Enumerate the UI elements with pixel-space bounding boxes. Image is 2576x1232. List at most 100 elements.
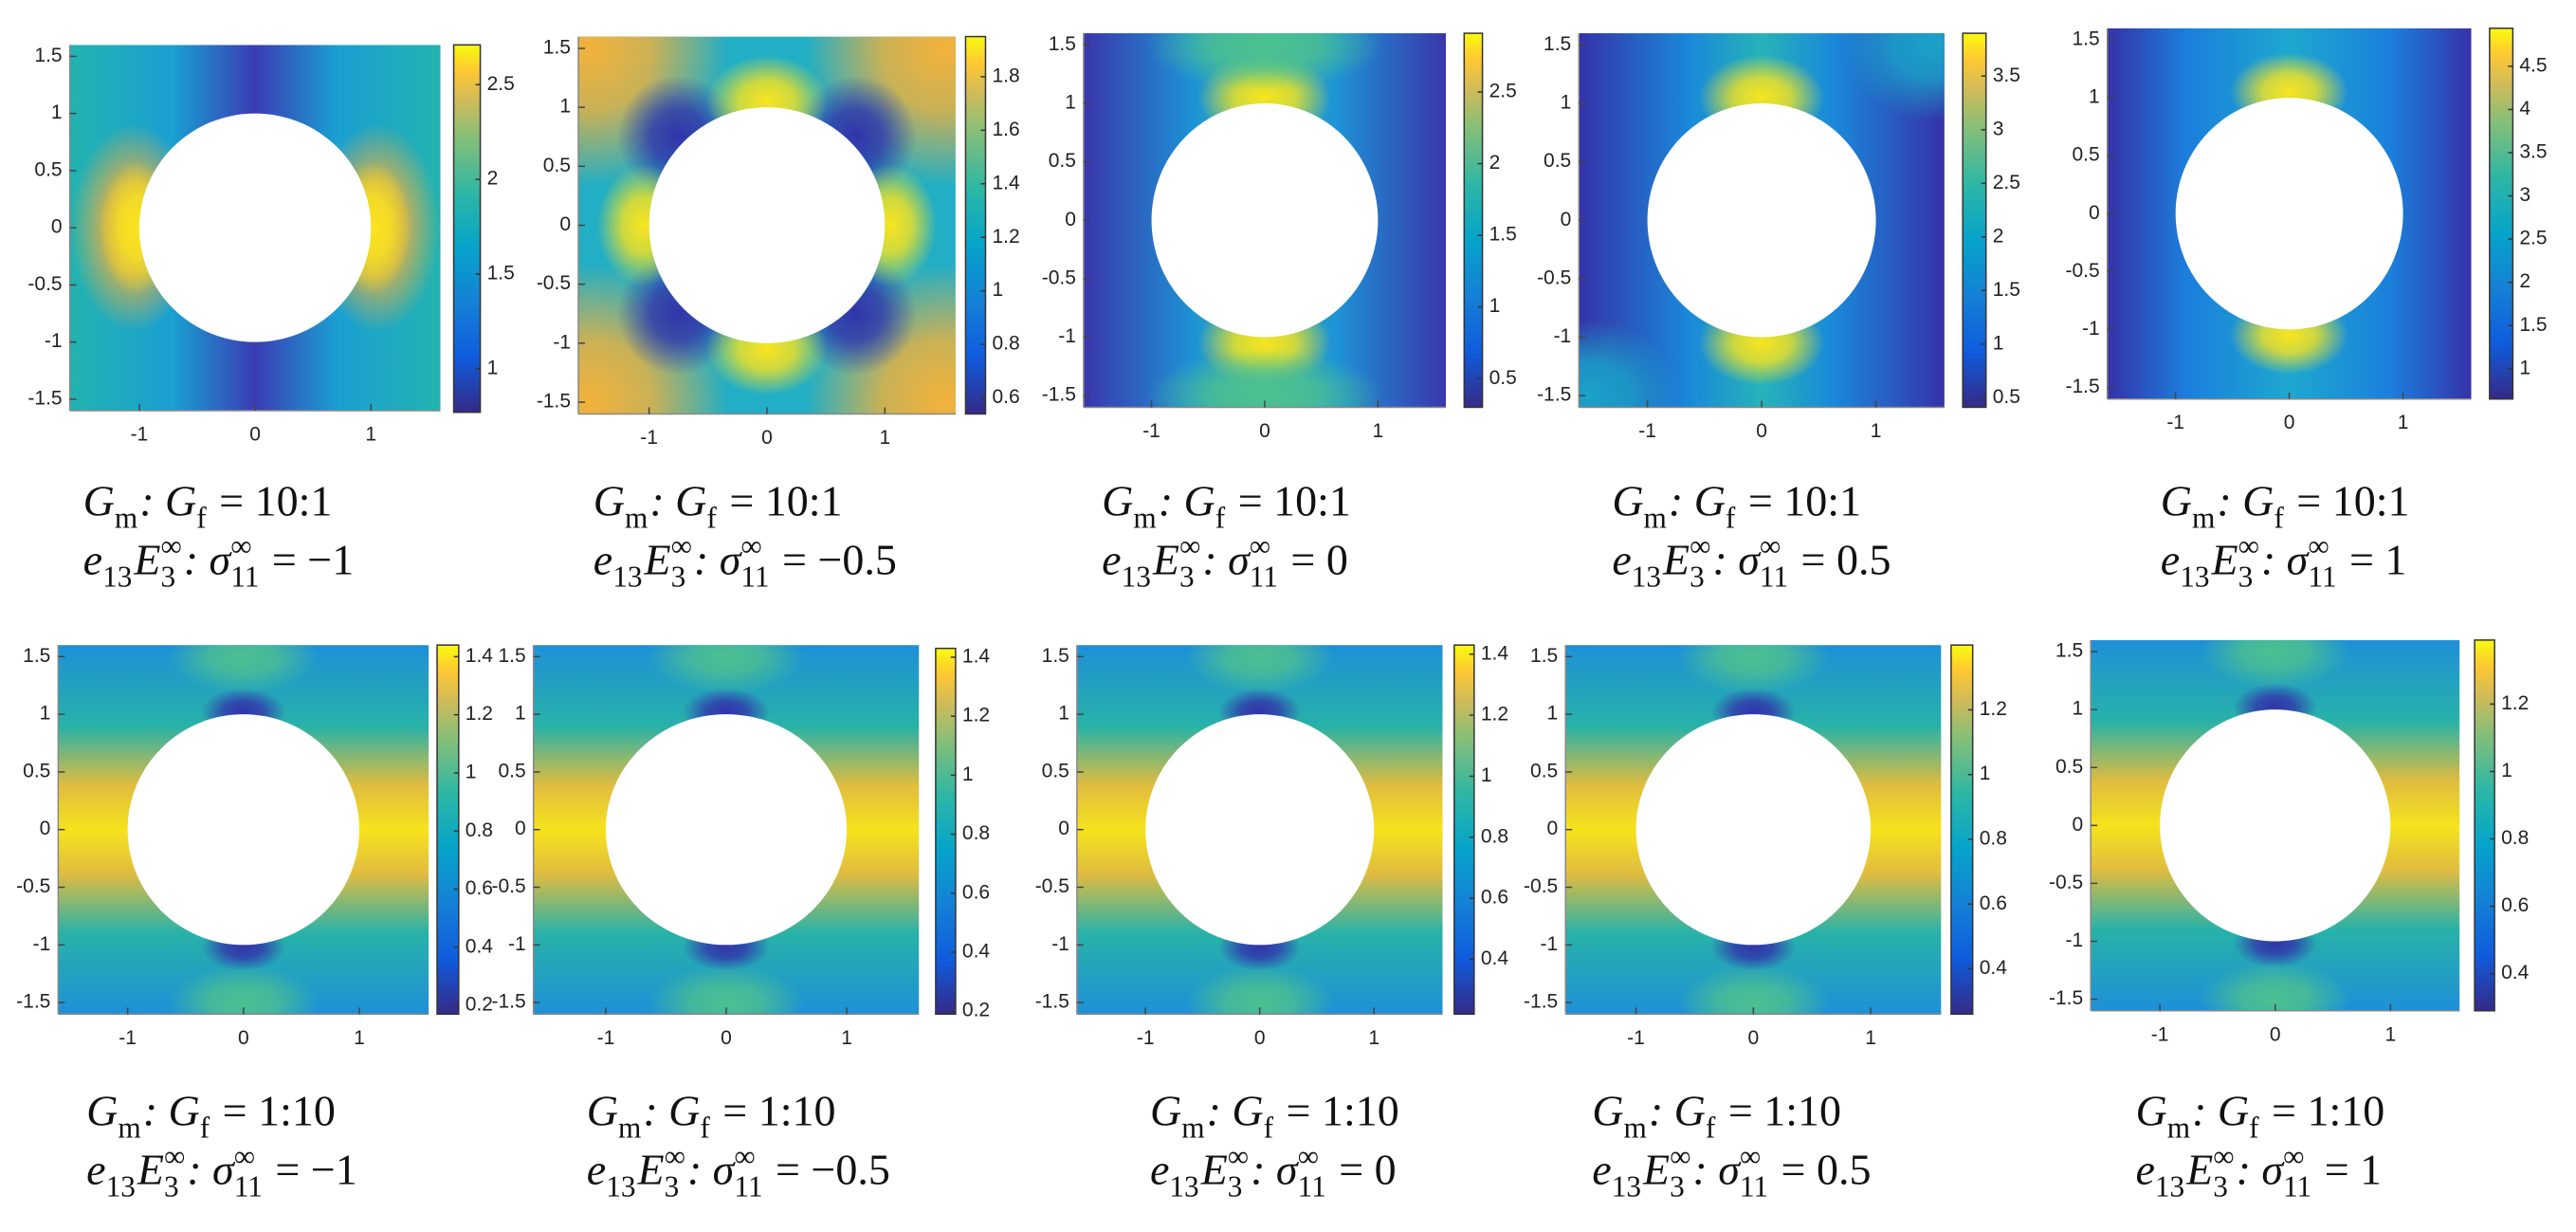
- caption-subscript: m: [1181, 1112, 1204, 1145]
- colorbar-tick-label: 0.5: [1993, 386, 2020, 408]
- field-blob: [1185, 965, 1335, 1015]
- caption-superscript: ∞: [2308, 529, 2329, 562]
- colorbar-tick-label: 0.2: [962, 1000, 990, 1021]
- x-tick-label: -1: [1137, 1027, 1155, 1049]
- y-tick-label: 0.5: [2072, 144, 2099, 166]
- field-blob: [168, 645, 320, 694]
- caption-text: = 1:10: [2261, 1087, 2385, 1135]
- caption-subscript: 13: [106, 1170, 136, 1204]
- x-tick-label: 1: [2398, 412, 2409, 433]
- caption-subscript: 13: [1632, 560, 1661, 593]
- field-blob: [1185, 645, 1335, 694]
- y-tick-label: 1.5: [2055, 640, 2083, 662]
- y-tick-label: 0.5: [1544, 150, 1571, 172]
- y-tick-label: -1.5: [2065, 376, 2099, 397]
- caption-subscript: 11: [2308, 560, 2336, 593]
- caption-text: : σ: [2237, 1146, 2286, 1194]
- y-tick-label: -0.5: [27, 273, 62, 295]
- y-tick-label: -1: [508, 933, 526, 955]
- colorbar-tick-label: 0.6: [992, 386, 1019, 408]
- colorbar-tick-label: 0.8: [466, 819, 493, 841]
- colorbar-tick-label: 2.5: [2519, 228, 2547, 249]
- colorbar-tick-label: 1.5: [487, 262, 515, 284]
- y-tick-label: -0.5: [1035, 875, 1069, 897]
- caption-text: G: [1612, 476, 1643, 524]
- caption-subscript: f: [2274, 501, 2284, 534]
- colorbar-tick-label: 0.4: [962, 941, 991, 963]
- caption-subscript: 11: [1760, 560, 1788, 593]
- caption-text: E: [1642, 1146, 1670, 1194]
- caption-text: : σ: [1202, 535, 1251, 583]
- field-blob: [1146, 33, 1383, 91]
- y-tick-label: 1.5: [34, 45, 62, 66]
- caption-text: = 1:10: [1717, 1087, 1841, 1135]
- heatmap-panel: -1 0 1 -1.5 -1 -0.5 0 0.5 1 1.5 0.6 0.8 1 1.2 1.4 1.6 1.…: [537, 35, 1020, 593]
- field-blob: [648, 965, 805, 1015]
- caption-superscript: ∞: [1690, 529, 1710, 562]
- caption-text: : G: [2217, 476, 2274, 524]
- caption-text: E: [2185, 1146, 2213, 1194]
- colorbar-tick-label: 0.8: [992, 333, 1019, 355]
- colorbar-tick-label: 1.2: [962, 705, 990, 726]
- x-tick-label: 0: [1254, 1027, 1266, 1049]
- caption-text: = −1: [265, 1146, 357, 1194]
- colorbar-tick-label: 3.5: [2519, 141, 2547, 163]
- colorbar-tick-label: 0.4: [2501, 962, 2530, 984]
- caption-superscript: ∞: [160, 529, 181, 562]
- colorbar-tick-label: 2.5: [487, 73, 515, 95]
- caption-subscript: 11: [1298, 1170, 1326, 1204]
- colorbar-tick-label: 1: [487, 357, 499, 378]
- caption-text: G: [2161, 476, 2192, 524]
- colorbar-tick-label: 1.4: [962, 646, 991, 668]
- colorbar: [2474, 639, 2495, 1012]
- heatmap-panel: -1 0 1 -1.5 -1 -0.5 0 0.5 1 1.5 0.4 0.6 0.8 1 1.2 G m: G…: [2049, 639, 2530, 1204]
- hole: [649, 107, 886, 343]
- caption-text: : G: [1649, 1087, 1706, 1135]
- colorbar-tick-label: 0.4: [1481, 947, 1509, 969]
- colorbar-tick-label: 2: [487, 168, 499, 190]
- hole: [1635, 714, 1872, 946]
- caption-subscript: 13: [2155, 1170, 2184, 1204]
- y-tick-label: 0.5: [1049, 150, 1076, 172]
- x-tick-label: 1: [365, 424, 376, 446]
- caption-text: G: [594, 476, 625, 524]
- x-tick-label: 1: [354, 1027, 365, 1049]
- caption-text: : σ: [1712, 535, 1762, 583]
- y-tick-label: 1.5: [2072, 28, 2099, 50]
- caption-text: = −1: [261, 535, 354, 583]
- y-tick-label: 1: [2089, 86, 2100, 108]
- caption-text: : G: [1669, 476, 1726, 524]
- caption-text: e: [1592, 1146, 1611, 1194]
- y-tick-label: -1.5: [537, 391, 571, 413]
- y-tick-label: 1.5: [1049, 33, 1076, 55]
- colorbar-tick-label: 1.8: [992, 64, 1019, 86]
- caption-subscript: m: [1644, 501, 1667, 534]
- caption-superscript: ∞: [1760, 529, 1781, 562]
- caption-subscript: f: [700, 1112, 710, 1145]
- caption-superscript: ∞: [1179, 529, 1200, 562]
- x-tick-label: 0: [761, 427, 773, 449]
- y-tick-label: 1: [1547, 703, 1559, 725]
- caption-subscript: 11: [740, 560, 769, 593]
- caption-text: G: [2135, 1087, 2166, 1135]
- caption-text: G: [587, 1087, 618, 1135]
- colorbar-tick-label: 1: [1489, 295, 1501, 317]
- caption-text: E: [1200, 1146, 1228, 1194]
- heatmap-panel: -1 0 1 -1.5 -1 -0.5 0 0.5 1 1.5 0.4 0.6 0.8 1 1.2 1.4 G m…: [1035, 642, 1509, 1204]
- y-tick-label: 0.5: [2055, 756, 2083, 778]
- caption-subscript: f: [196, 501, 207, 534]
- caption-subscript: 11: [1740, 1170, 1768, 1204]
- y-tick-label: 1.5: [23, 645, 50, 667]
- caption-text: = 10:1: [1227, 476, 1351, 524]
- colorbar-tick-label: 0.6: [1980, 892, 2007, 914]
- colorbar-tick-label: 0.4: [466, 935, 494, 957]
- x-tick-label: -1: [640, 427, 658, 449]
- colorbar-tick-label: 1.4: [1481, 642, 1509, 664]
- x-tick-label: 1: [1865, 1027, 1876, 1049]
- x-tick-label: -1: [2151, 1023, 2169, 1045]
- colorbar-tick-label: 1.4: [466, 645, 494, 667]
- hole: [127, 714, 359, 946]
- caption-text: = 1: [2338, 535, 2406, 583]
- caption-text: e: [594, 535, 612, 583]
